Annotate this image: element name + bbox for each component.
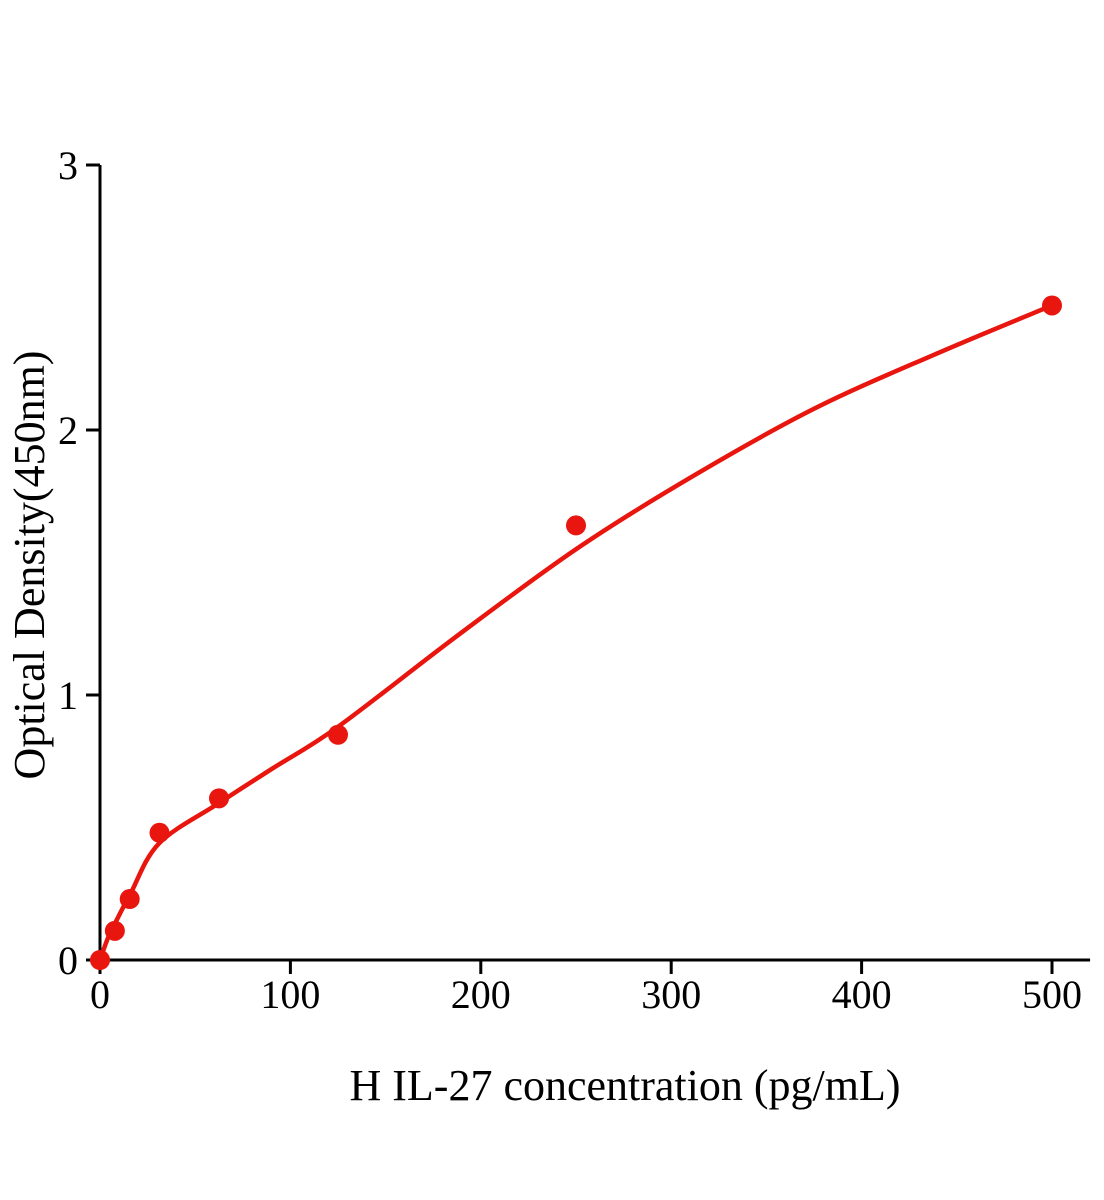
data-point bbox=[328, 724, 348, 745]
x-tick-label: 400 bbox=[832, 972, 892, 1017]
data-point bbox=[209, 788, 229, 809]
data-point bbox=[1042, 295, 1062, 316]
x-tick-label: 500 bbox=[1022, 972, 1082, 1017]
y-tick-label: 0 bbox=[58, 938, 78, 983]
x-tick-label: 300 bbox=[641, 972, 701, 1017]
data-point bbox=[90, 950, 110, 970]
y-tick-label: 1 bbox=[58, 673, 78, 718]
fit-curve bbox=[97, 303, 1055, 963]
data-point bbox=[566, 515, 586, 536]
y-tick-label: 2 bbox=[58, 408, 78, 453]
plot-area: 0 100 200 300 400 500 0 1 2 3 bbox=[58, 143, 1091, 1017]
y-tick-label: 3 bbox=[58, 143, 78, 188]
x-tick-label: 0 bbox=[90, 972, 110, 1017]
x-axis-title: H IL-27 concentration (pg/mL) bbox=[349, 1061, 900, 1110]
data-point bbox=[104, 920, 125, 941]
y-axis-title: Optical Density(450nm) bbox=[5, 351, 54, 780]
data-point bbox=[119, 889, 140, 910]
x-tick-label: 200 bbox=[451, 972, 511, 1017]
x-tick-label: 100 bbox=[260, 972, 320, 1017]
data-point bbox=[149, 822, 170, 843]
